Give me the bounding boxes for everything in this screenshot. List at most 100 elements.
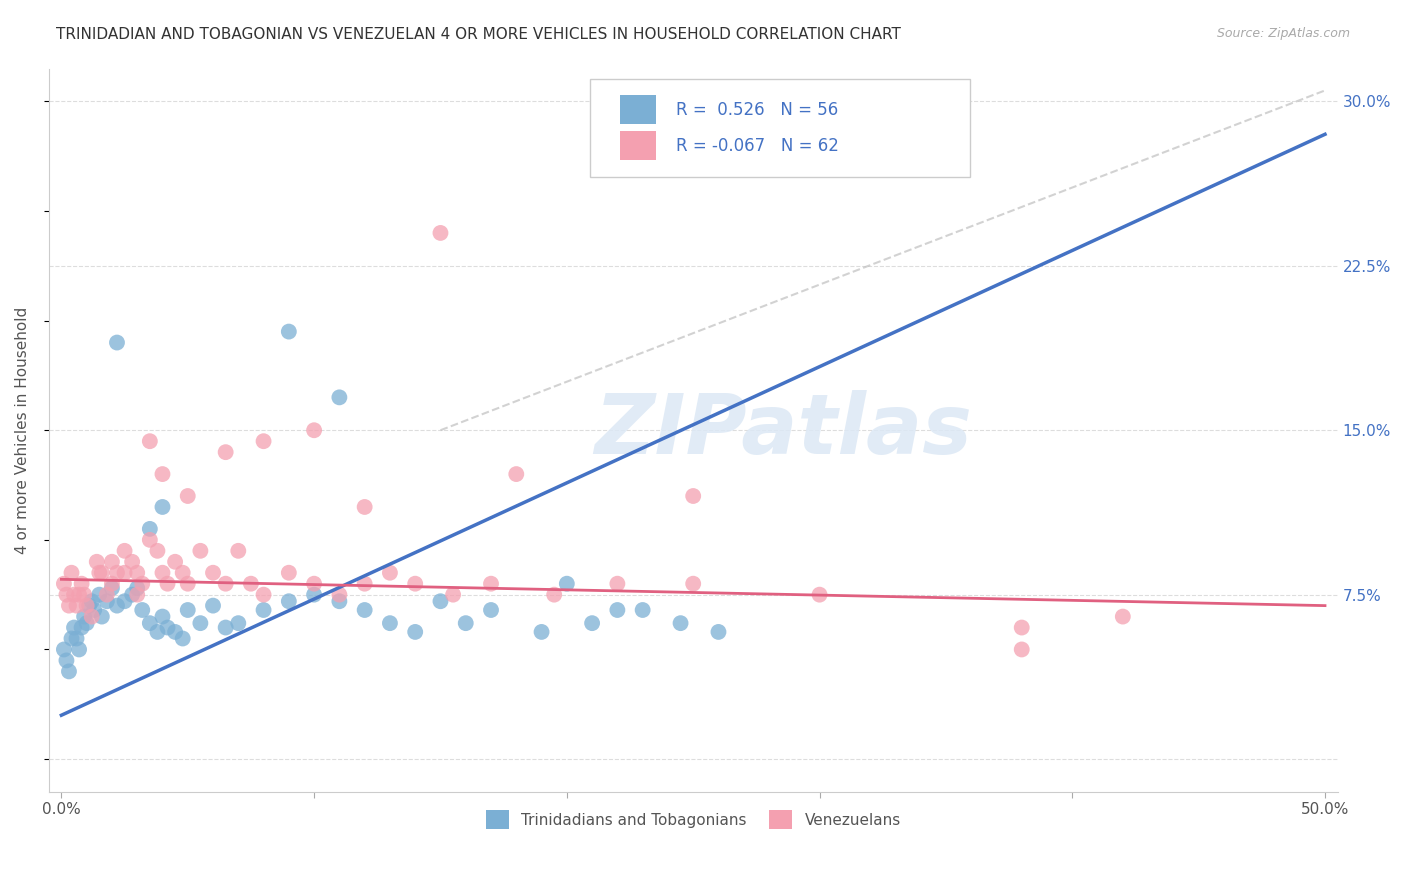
Point	[214, 445, 236, 459]
Point	[101, 576, 124, 591]
Point	[555, 576, 578, 591]
Point	[808, 588, 831, 602]
Point	[131, 603, 153, 617]
Point	[86, 555, 108, 569]
Point	[441, 588, 464, 602]
Point	[328, 588, 350, 602]
Point	[105, 335, 128, 350]
Point	[479, 603, 502, 617]
Point	[302, 423, 325, 437]
Point	[65, 599, 87, 613]
Point	[152, 467, 174, 481]
Text: Source: ZipAtlas.com: Source: ZipAtlas.com	[1216, 27, 1350, 40]
Point	[404, 624, 426, 639]
Point	[80, 609, 103, 624]
Point	[146, 624, 169, 639]
Point	[172, 566, 194, 580]
Point	[657, 116, 679, 130]
Point	[67, 642, 90, 657]
Point	[127, 588, 149, 602]
Point	[70, 576, 93, 591]
Y-axis label: 4 or more Vehicles in Household: 4 or more Vehicles in Household	[15, 307, 30, 554]
Point	[581, 616, 603, 631]
Point	[606, 603, 628, 617]
Point	[302, 576, 325, 591]
Point	[669, 616, 692, 631]
FancyBboxPatch shape	[591, 79, 970, 177]
Point	[127, 581, 149, 595]
Point	[55, 653, 77, 667]
Point	[202, 599, 225, 613]
Point	[96, 588, 118, 602]
Point	[353, 500, 375, 514]
Point	[177, 489, 200, 503]
Point	[378, 616, 401, 631]
Point	[353, 576, 375, 591]
Text: R =  0.526   N = 56: R = 0.526 N = 56	[676, 101, 839, 119]
Point	[707, 624, 730, 639]
Point	[60, 632, 83, 646]
Point	[152, 500, 174, 514]
Point	[67, 588, 90, 602]
Point	[226, 544, 249, 558]
Point	[58, 599, 80, 613]
Point	[1112, 609, 1135, 624]
Point	[114, 594, 136, 608]
Point	[682, 576, 704, 591]
Point	[353, 603, 375, 617]
Point	[505, 467, 527, 481]
Point	[58, 665, 80, 679]
Point	[214, 621, 236, 635]
Point	[277, 325, 299, 339]
Point	[101, 581, 124, 595]
Point	[89, 588, 111, 602]
Point	[277, 566, 299, 580]
Point	[152, 566, 174, 580]
Point	[202, 566, 225, 580]
Point	[52, 576, 75, 591]
Point	[77, 599, 100, 613]
Point	[89, 566, 111, 580]
Point	[139, 616, 162, 631]
Point	[83, 603, 105, 617]
Point	[277, 594, 299, 608]
Point	[96, 594, 118, 608]
Point	[214, 576, 236, 591]
Point	[63, 588, 86, 602]
Point	[76, 599, 98, 613]
Point	[65, 632, 87, 646]
Point	[190, 616, 212, 631]
Point	[1011, 621, 1033, 635]
Text: R = -0.067   N = 62: R = -0.067 N = 62	[676, 137, 839, 155]
Point	[139, 434, 162, 449]
Point	[429, 226, 451, 240]
Point	[146, 544, 169, 558]
Point	[139, 533, 162, 547]
Point	[73, 609, 96, 624]
Point	[127, 566, 149, 580]
Point	[252, 434, 274, 449]
Point	[177, 603, 200, 617]
Point	[139, 522, 162, 536]
Point	[80, 594, 103, 608]
Point	[454, 616, 477, 631]
Point	[479, 576, 502, 591]
Point	[328, 390, 350, 404]
Point	[631, 603, 654, 617]
Point	[543, 588, 565, 602]
Point	[90, 609, 112, 624]
Point	[606, 576, 628, 591]
Point	[114, 566, 136, 580]
Point	[682, 489, 704, 503]
Text: TRINIDADIAN AND TOBAGONIAN VS VENEZUELAN 4 OR MORE VEHICLES IN HOUSEHOLD CORRELA: TRINIDADIAN AND TOBAGONIAN VS VENEZUELAN…	[56, 27, 901, 42]
Point	[226, 616, 249, 631]
Point	[172, 632, 194, 646]
Point	[105, 566, 128, 580]
Point	[252, 603, 274, 617]
Point	[429, 594, 451, 608]
FancyBboxPatch shape	[620, 131, 655, 161]
Text: ZIPatlas: ZIPatlas	[595, 390, 973, 471]
Point	[302, 588, 325, 602]
Point	[55, 588, 77, 602]
Point	[165, 624, 187, 639]
